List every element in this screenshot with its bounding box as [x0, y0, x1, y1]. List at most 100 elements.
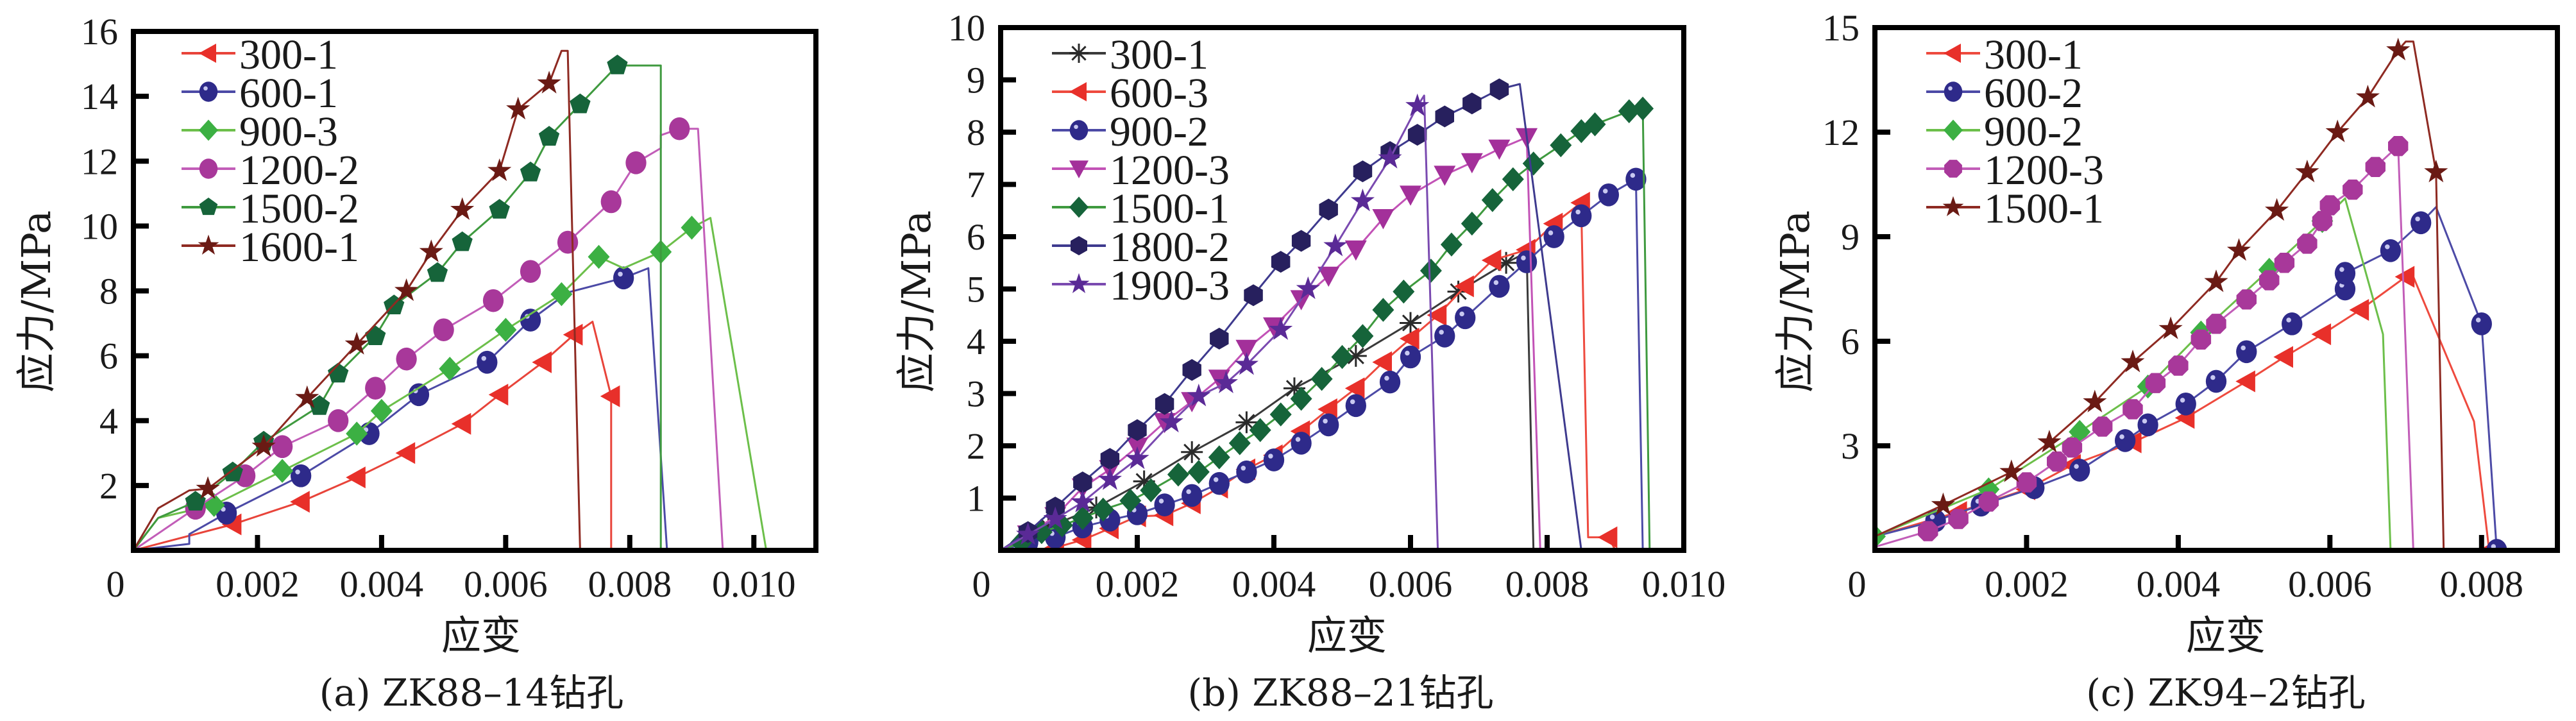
series-1200-3	[1875, 136, 2414, 550]
data-point	[365, 325, 386, 345]
data-point	[557, 230, 579, 254]
data-point	[1154, 493, 1175, 516]
data-point	[2047, 451, 2067, 472]
legend-item: 600-1	[182, 70, 338, 117]
data-point	[2205, 369, 2227, 393]
data-point	[1235, 411, 1258, 434]
y-tick-label: 16	[81, 11, 118, 53]
data-point	[1291, 432, 1312, 455]
data-point	[1454, 275, 1474, 298]
data-point	[1489, 275, 1510, 298]
legend-item: 900-2	[1052, 108, 1208, 155]
data-point	[2295, 159, 2319, 183]
data-point	[271, 459, 294, 483]
series-900-3	[133, 216, 768, 550]
data-point	[2114, 429, 2136, 452]
data-point	[2236, 289, 2257, 310]
data-point	[344, 332, 369, 355]
x-tick-label: 0.006	[1369, 563, 1453, 605]
legend-marker-icon	[1944, 44, 1961, 63]
data-point	[2297, 233, 2318, 254]
data-point	[1236, 460, 1257, 484]
data-point	[2349, 299, 2369, 321]
data-point	[2123, 399, 2143, 420]
data-point	[2092, 416, 2113, 437]
data-point	[2016, 472, 2037, 493]
x-axis-title: 应变	[2186, 612, 2266, 659]
data-point	[2190, 329, 2212, 350]
x-axis-title: 应变	[1307, 612, 1387, 659]
panel-caption: (c) ZK94–2钻孔	[2086, 671, 2366, 715]
data-point	[1235, 339, 1258, 360]
legend-label: 1800-2	[1110, 224, 1230, 271]
legend-marker-icon	[199, 119, 218, 141]
data-point	[1345, 394, 1366, 418]
legend-label: 900-2	[1110, 108, 1208, 155]
data-point	[370, 398, 393, 423]
y-tick-label: 4	[967, 321, 985, 362]
x-tick-label: 0	[1848, 563, 1867, 605]
data-point	[295, 385, 319, 409]
x-tick-label: 0.004	[1232, 563, 1316, 605]
series-1200-2	[133, 117, 724, 550]
data-point	[1319, 198, 1338, 221]
series-1900-3	[1001, 93, 1439, 550]
data-point	[2343, 179, 2363, 200]
data-point	[1400, 345, 1421, 369]
data-point	[1632, 96, 1654, 121]
data-point	[1159, 409, 1183, 433]
data-point	[1948, 509, 1969, 529]
data-point	[1461, 153, 1483, 174]
legend-item: 300-1	[1926, 31, 2083, 78]
data-point	[451, 412, 471, 435]
data-point	[1502, 167, 1524, 192]
legend-label: 1200-3	[1984, 147, 2104, 194]
data-point	[1400, 185, 1421, 206]
data-point	[600, 385, 620, 407]
data-point	[1271, 251, 1291, 273]
data-point	[1210, 327, 1229, 350]
data-point	[613, 266, 634, 290]
panel-b-zk88-21: 应力/MPa 应变 (b) ZK88–21钻孔 1 2 3 4 5 6 7 8 9 10 0 0.00…	[893, 7, 1725, 715]
legend-marker-icon	[1068, 273, 1090, 293]
x-tick-label: 0.008	[588, 563, 672, 605]
data-point	[1208, 471, 1230, 495]
y-tick-label: 2	[99, 465, 118, 507]
legend-item: 300-1	[182, 31, 338, 78]
legend-item: 1200-3	[1926, 147, 2104, 194]
y-tick-label: 6	[99, 335, 118, 377]
data-point	[520, 260, 541, 284]
data-point	[450, 197, 475, 220]
data-point	[477, 350, 498, 374]
data-point	[1016, 522, 1040, 545]
data-point	[196, 476, 220, 499]
data-point	[1625, 167, 1647, 191]
data-point	[419, 239, 443, 262]
series-900-2	[1001, 167, 1647, 550]
data-point	[1119, 488, 1142, 513]
data-point	[1249, 418, 1271, 443]
legend-marker-icon	[1071, 236, 1087, 255]
data-point	[1353, 160, 1373, 183]
data-point	[2355, 85, 2380, 108]
x-tick-label: 0.010	[1642, 563, 1726, 605]
legend-label: 300-1	[1110, 31, 1208, 78]
series-1500-2	[133, 55, 662, 550]
data-point	[1344, 240, 1367, 261]
series-1500-1	[1001, 96, 1654, 550]
data-point	[2274, 253, 2295, 273]
data-point	[1481, 188, 1504, 212]
data-point	[1400, 312, 1421, 334]
data-point	[1051, 513, 1073, 538]
data-point	[2062, 437, 2083, 458]
data-point	[538, 126, 560, 146]
data-point	[669, 117, 690, 140]
data-point	[1071, 489, 1095, 513]
data-point	[1244, 284, 1263, 307]
data-point	[2037, 430, 2062, 453]
data-point	[1187, 384, 1211, 407]
data-point	[2282, 312, 2303, 335]
data-point	[1481, 249, 1502, 271]
data-point	[2365, 157, 2385, 177]
series-1600-1	[133, 49, 581, 550]
